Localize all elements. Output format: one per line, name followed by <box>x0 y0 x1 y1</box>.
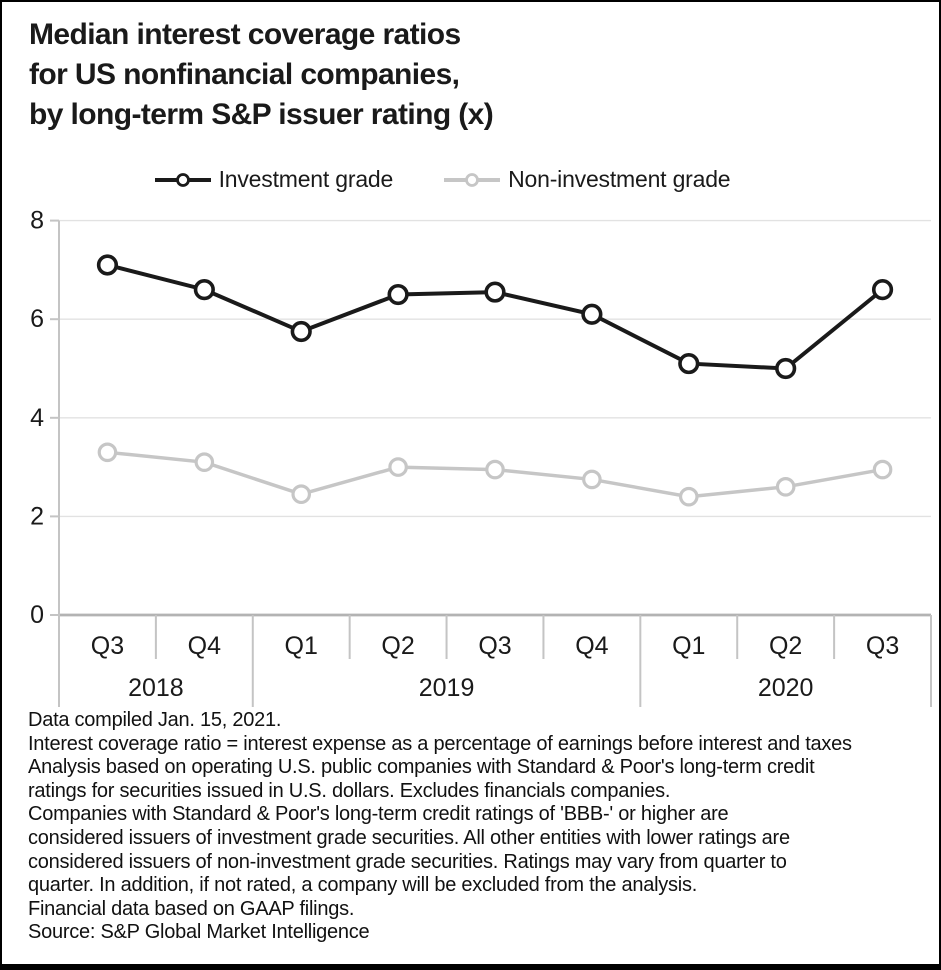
data-point-non-investment-grade-5 <box>582 469 602 490</box>
data-point-investment-grade-1 <box>193 279 215 301</box>
y-axis-label: 4 <box>30 404 44 432</box>
x-axis-quarter-label: Q4 <box>188 632 221 660</box>
data-point-investment-grade-5 <box>581 303 603 325</box>
x-axis-year-label: 2018 <box>128 674 184 702</box>
x-axis-year-label: 2019 <box>419 674 475 702</box>
footnote-line: Financial data based on GAAP filings. <box>28 897 355 920</box>
x-axis-quarter-label: Q2 <box>769 632 802 660</box>
chart-legend: Investment grade Non-investment grade <box>2 166 882 193</box>
data-point-non-investment-grade-4 <box>485 459 505 480</box>
data-point-investment-grade-3 <box>387 283 409 306</box>
x-axis-quarter-label: Q3 <box>91 632 124 660</box>
line-marker-icon <box>154 172 211 187</box>
footnote-line: considered issuers of non-investment gra… <box>28 850 787 873</box>
legend-circle <box>175 172 190 187</box>
footnote-line: ratings for securities issued in U.S. do… <box>28 779 671 802</box>
x-axis-quarter-label: Q1 <box>285 632 318 660</box>
data-point-non-investment-grade-1 <box>194 452 215 472</box>
data-point-investment-grade-6 <box>678 352 700 375</box>
x-axis-quarter-label: Q2 <box>381 632 414 660</box>
legend-item-investment-grade: Investment grade <box>154 166 394 193</box>
data-point-non-investment-grade-3 <box>388 457 408 477</box>
footnote-line: Companies with Standard & Poor's long-te… <box>28 803 729 826</box>
data-point-investment-grade-0 <box>96 254 119 276</box>
footnote-line: considered issuers of investment grade s… <box>28 826 790 849</box>
y-axis-label: 0 <box>30 601 44 629</box>
x-axis-quarter-label: Q3 <box>478 632 511 660</box>
y-axis-label: 8 <box>30 207 44 235</box>
footnote-line: Source: S&P Global Market Intelligence <box>28 921 370 944</box>
y-axis-label: 2 <box>30 502 44 530</box>
series-line-investment-grade <box>106 263 884 371</box>
chart-title: Median interest coverage ratios for US n… <box>29 15 494 135</box>
x-axis-quarter-label: Q1 <box>672 632 705 660</box>
footnote-line: Analysis based on operating U.S. public … <box>28 756 815 779</box>
data-point-investment-grade-4 <box>484 281 506 303</box>
data-point-investment-grade-2 <box>290 320 312 343</box>
footnote-line: Interest coverage ratio = interest expen… <box>28 732 852 755</box>
data-point-non-investment-grade-7 <box>775 477 796 497</box>
footnotes: Data compiled Jan. 15, 2021. Interest co… <box>28 709 852 945</box>
x-axis-quarter-label: Q4 <box>575 632 608 660</box>
data-point-non-investment-grade-2 <box>291 484 312 505</box>
x-axis-quarter-label: Q3 <box>866 632 899 660</box>
legend-label-investment-grade: Investment grade <box>218 166 394 192</box>
footnote-line: Data compiled Jan. 15, 2021. <box>28 709 282 731</box>
data-point-non-investment-grade-8 <box>872 459 893 480</box>
chart-title-line-1: Median interest coverage ratios <box>29 18 461 51</box>
legend-label-non-investment-grade: Non-investment grade <box>508 166 731 192</box>
x-axis-year-label: 2020 <box>758 674 814 702</box>
chart-title-line-2: for US nonfinancial companies, <box>29 58 460 91</box>
footnote-line: quarter. In addition, if not rated, a co… <box>28 874 698 897</box>
legend-item-non-investment-grade: Non-investment grade <box>443 166 731 193</box>
line-marker-icon <box>444 172 501 187</box>
y-axis-label: 6 <box>30 305 44 333</box>
data-point-non-investment-grade-6 <box>678 486 699 507</box>
chart-title-line-3: by long-term S&P issuer rating (x) <box>29 98 494 131</box>
data-point-investment-grade-8 <box>871 279 894 301</box>
data-point-non-investment-grade-0 <box>97 442 118 463</box>
data-point-investment-grade-7 <box>775 357 797 380</box>
legend-circle <box>465 172 480 187</box>
